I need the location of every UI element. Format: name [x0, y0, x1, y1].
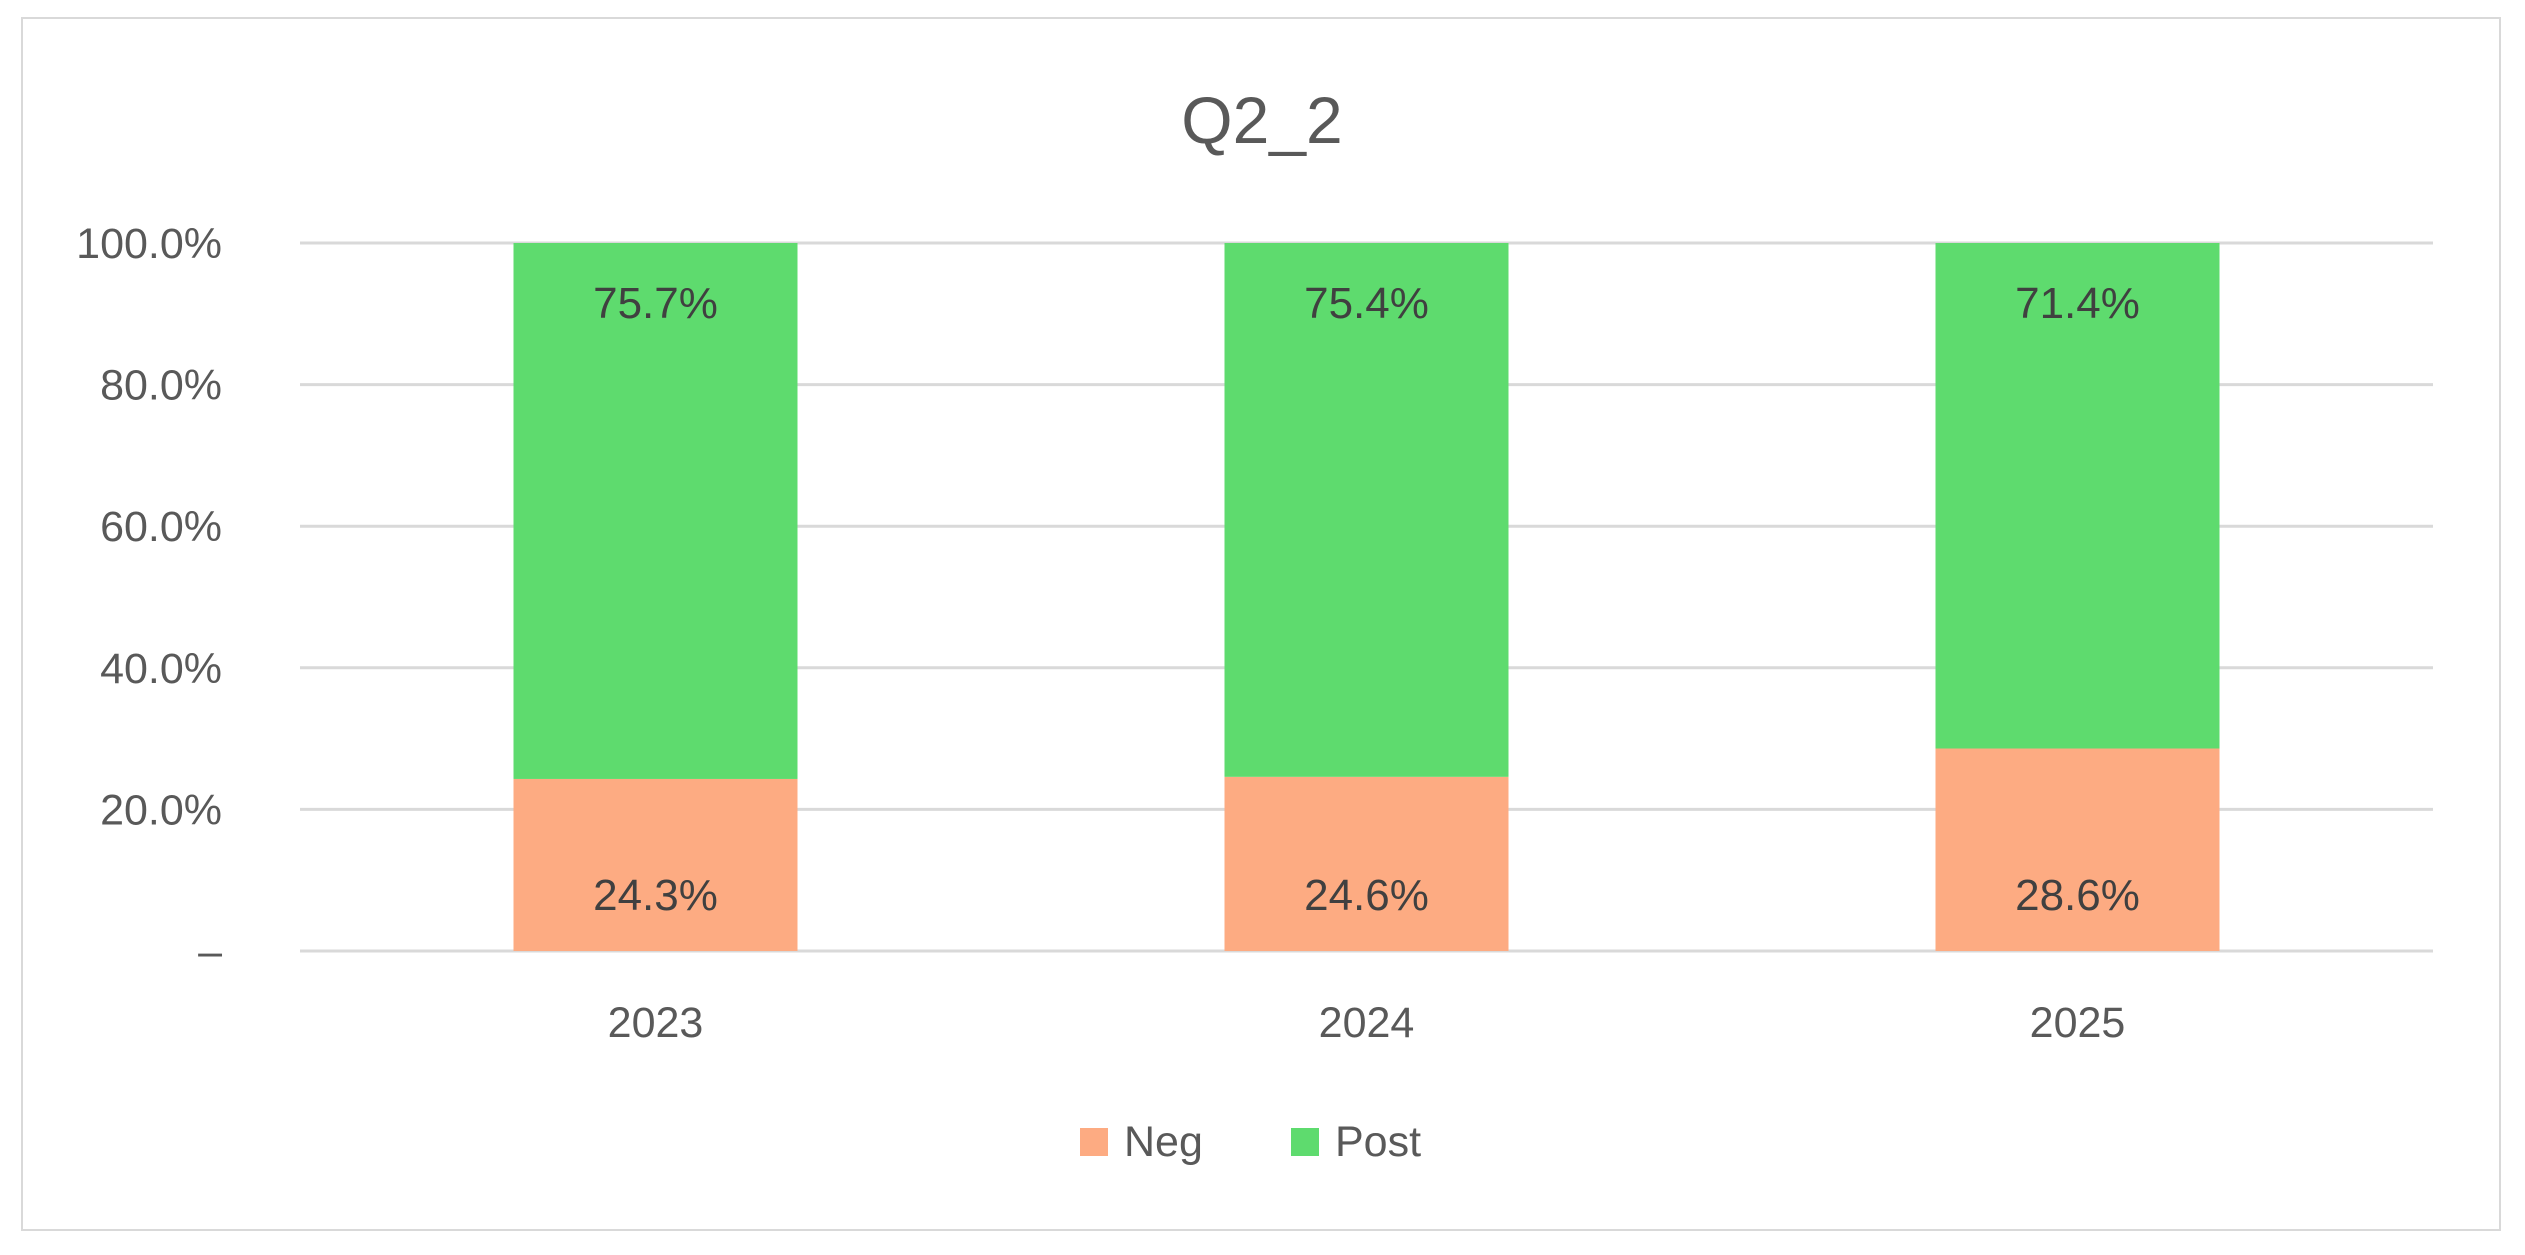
data-labels: 24.3% 75.7% 24.6% 75.4% 28.6% 71.4%	[593, 279, 2140, 920]
data-label: 71.4%	[2015, 279, 2140, 328]
y-axis-ticks: – 20.0% 40.0% 60.0% 80.0% 100.0%	[76, 220, 222, 976]
legend: Neg Post	[1080, 1118, 1421, 1166]
data-label: 24.3%	[593, 871, 718, 920]
data-label: 28.6%	[2015, 871, 2140, 920]
x-axis-ticks: 2023 2024 2025	[608, 999, 2126, 1047]
legend-label-neg: Neg	[1124, 1118, 1203, 1166]
data-label: 75.7%	[593, 279, 718, 328]
legend-label-post: Post	[1335, 1118, 1421, 1166]
bar-post-2023	[513, 243, 798, 779]
data-label: 75.4%	[1304, 279, 1429, 328]
bar-post-2025	[1935, 243, 2220, 749]
chart-title: Q2_2	[1181, 83, 1342, 157]
x-tick-label: 2024	[1319, 999, 1415, 1047]
y-tick-label: 40.0%	[100, 645, 222, 693]
y-tick-label: 60.0%	[100, 503, 222, 551]
x-tick-label: 2023	[608, 999, 704, 1047]
y-tick-label: 20.0%	[100, 786, 222, 834]
y-tick-label: 80.0%	[100, 362, 222, 410]
legend-swatch-post	[1291, 1128, 1319, 1156]
bar-neg-2025	[1935, 748, 2220, 951]
y-tick-label: 100.0%	[76, 220, 222, 268]
y-tick-label: –	[198, 928, 222, 976]
bar-neg-2023	[513, 778, 798, 951]
x-tick-label: 2025	[2030, 999, 2126, 1047]
bar-post-2024	[1224, 243, 1509, 777]
bar-neg-2024	[1224, 776, 1509, 951]
legend-swatch-neg	[1080, 1128, 1108, 1156]
bars	[513, 243, 2220, 951]
data-label: 24.6%	[1304, 871, 1429, 920]
